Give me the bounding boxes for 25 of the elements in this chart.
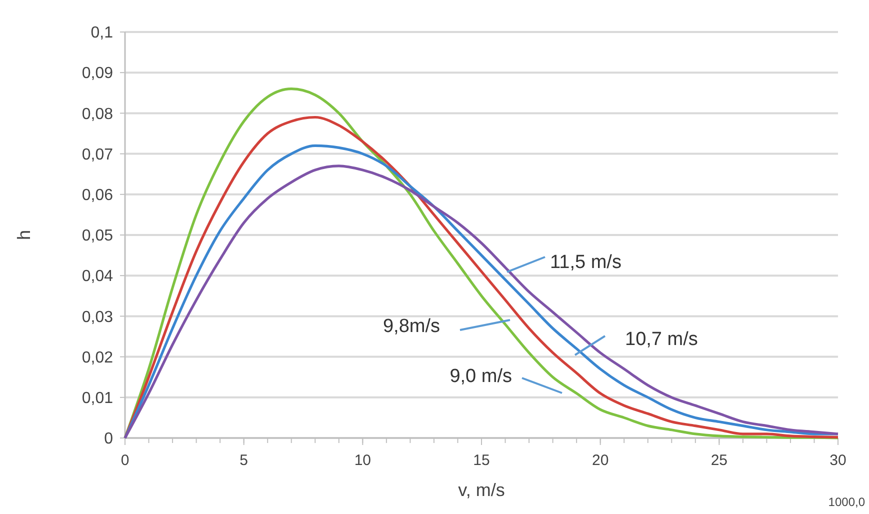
x-tick-label: 30 — [830, 452, 846, 469]
x-axis-title: v, m/s — [458, 480, 505, 500]
y-tick-label: 0 — [104, 430, 114, 448]
y-tick-label: 0,1 — [90, 24, 114, 42]
annotation: 10,7 m/s — [625, 329, 698, 350]
y-tick-label: 0,02 — [82, 349, 114, 366]
y-tick-label: 0,01 — [82, 390, 114, 407]
y-tick-label: 0,05 — [82, 228, 114, 245]
text: 1000,0 — [828, 495, 866, 509]
annotation: 9,8m/s — [382, 316, 440, 337]
x-tick-label: 15 — [473, 452, 490, 469]
y-tick-label: 0,09 — [82, 65, 114, 82]
annotation: 11,5 m/s — [550, 252, 622, 273]
x-tick-label: 5 — [240, 452, 248, 469]
y-tick-label: 0,08 — [82, 106, 114, 123]
x-tick-label: 20 — [592, 452, 609, 469]
x-tick-label: 10 — [354, 452, 372, 469]
annotation: 9,0 m/s — [450, 366, 512, 387]
x-tick-label: 0 — [120, 452, 130, 469]
y-tick-label: 0,07 — [82, 146, 114, 164]
y-tick-label: 0,06 — [82, 187, 114, 204]
y-tick-label: 0,03 — [82, 308, 114, 326]
y-tick-label: 0,04 — [82, 268, 114, 286]
x-tick-label: 25 — [710, 452, 728, 469]
y-axis-title: h — [14, 230, 34, 240]
